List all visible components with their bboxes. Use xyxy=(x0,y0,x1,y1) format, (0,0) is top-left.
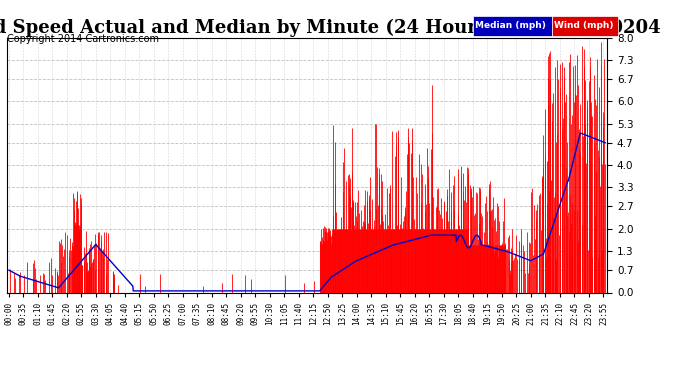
Text: Median (mph): Median (mph) xyxy=(475,21,546,30)
Text: Copyright 2014 Cartronics.com: Copyright 2014 Cartronics.com xyxy=(7,34,159,44)
Title: Wind Speed Actual and Median by Minute (24 Hours) (Old) 20140204: Wind Speed Actual and Median by Minute (… xyxy=(0,19,660,38)
Text: Wind (mph): Wind (mph) xyxy=(554,21,613,30)
